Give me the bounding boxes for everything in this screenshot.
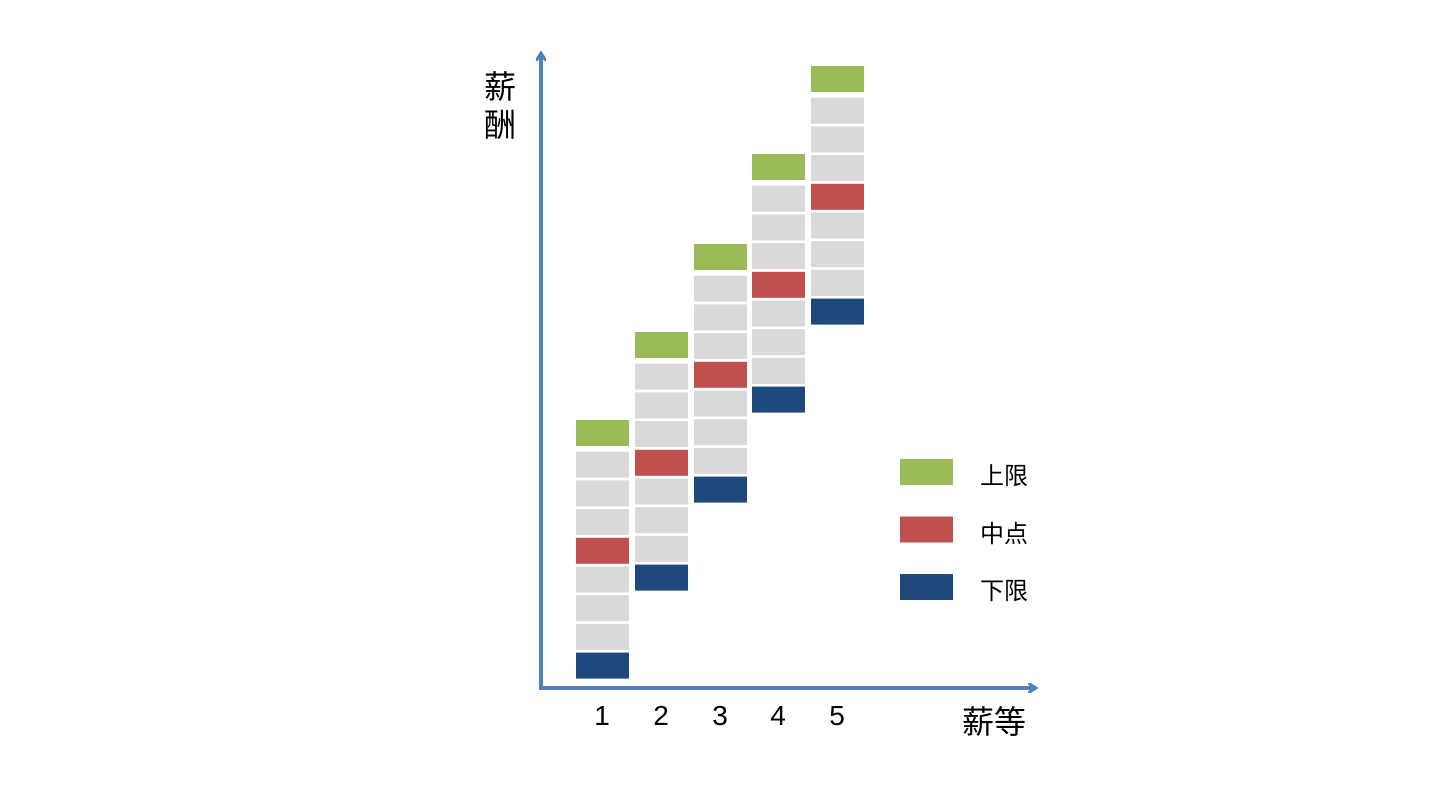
grade-2-min-block <box>635 564 688 591</box>
grade-5-min-block <box>811 298 864 325</box>
grade-3-mid-block <box>694 361 747 388</box>
grade-1-column <box>576 420 629 679</box>
grade-5-step-block <box>811 269 864 296</box>
grade-3-step-block <box>694 275 747 302</box>
grade-5-max-block <box>811 66 864 92</box>
grade-5-column <box>811 66 864 325</box>
grade-2-max-block <box>635 332 688 358</box>
grade-1-mid-block <box>576 537 629 564</box>
grade-3-step-block <box>694 304 747 331</box>
grade-4-step-block <box>752 300 805 327</box>
grade-3-step-block <box>694 333 747 360</box>
grade-5-step-block <box>811 126 864 153</box>
legend-label-mid: 中点 <box>980 519 1028 548</box>
grade-4-column <box>752 154 805 413</box>
grade-1-step-block <box>576 595 629 622</box>
legend-swatch-max <box>900 459 953 485</box>
x-tick-label: 5 <box>829 700 845 731</box>
grade-4-step-block <box>752 243 805 270</box>
grade-5-step-block <box>811 97 864 124</box>
grade-3-column <box>694 244 747 503</box>
grade-2-step-block <box>635 478 688 505</box>
grade-3-step-block <box>694 447 747 474</box>
legend-swatch-min <box>900 574 953 600</box>
grade-1-step-block <box>576 451 629 478</box>
legend-label-min: 下限 <box>980 577 1028 605</box>
grade-1-max-block <box>576 420 629 446</box>
grade-4-mid-block <box>752 271 805 298</box>
grade-5-step-block <box>811 155 864 182</box>
grade-2-step-block <box>635 363 688 390</box>
grade-1-step-block <box>576 623 629 650</box>
grade-2-step-block <box>635 535 688 562</box>
grade-4-step-block <box>752 357 805 384</box>
legend-swatch-mid <box>900 516 953 543</box>
grade-2-mid-block <box>635 449 688 476</box>
grade-4-step-block <box>752 214 805 241</box>
x-tick-label: 3 <box>712 700 728 731</box>
x-axis-label: 薪等 <box>962 703 1027 741</box>
y-axis-label: 薪酬 <box>484 68 517 144</box>
x-tick-label: 2 <box>653 700 669 731</box>
grade-5-mid-block <box>811 183 864 210</box>
x-tick-label: 4 <box>770 700 786 731</box>
legend-label-max: 上限 <box>980 462 1028 490</box>
grade-4-min-block <box>752 386 805 413</box>
x-tick-label: 1 <box>594 700 610 731</box>
grade-2-step-block <box>635 421 688 448</box>
grade-5-step-block <box>811 212 864 239</box>
grade-2-step-block <box>635 392 688 419</box>
grade-4-step-block <box>752 329 805 356</box>
grade-5-step-block <box>811 241 864 268</box>
grade-1-step-block <box>576 509 629 536</box>
grade-2-step-block <box>635 507 688 534</box>
grade-1-step-block <box>576 480 629 507</box>
grade-3-step-block <box>694 419 747 446</box>
grade-4-max-block <box>752 154 805 180</box>
grade-3-step-block <box>694 390 747 417</box>
grade-1-step-block <box>576 566 629 593</box>
grade-4-step-block <box>752 185 805 212</box>
grade-3-max-block <box>694 244 747 270</box>
grade-2-column <box>635 332 688 591</box>
grade-1-min-block <box>576 652 629 679</box>
grade-3-min-block <box>694 476 747 503</box>
